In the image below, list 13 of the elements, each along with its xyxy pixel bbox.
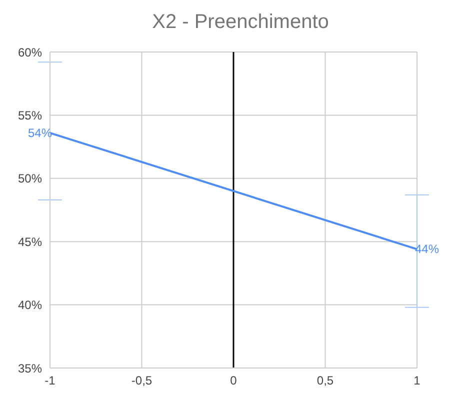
y-tick-label: 45% xyxy=(18,234,42,249)
y-tick-label: 60% xyxy=(18,45,42,60)
x-tick-label: -1 xyxy=(44,374,56,388)
x-tick-label: 0 xyxy=(230,374,238,388)
y-tick-label: 50% xyxy=(18,172,42,186)
x-tick-label: -0,5 xyxy=(131,374,152,388)
y-tick-label: 55% xyxy=(18,108,42,122)
chart-title: X2 - Preenchimento xyxy=(151,10,330,35)
x-tick-label: 0,5 xyxy=(316,374,334,388)
y-tick-label: 40% xyxy=(18,298,42,312)
x-tick-label: 1 xyxy=(414,374,421,388)
y-tick-label: 35% xyxy=(18,361,42,376)
data-label: 44% xyxy=(415,242,440,256)
